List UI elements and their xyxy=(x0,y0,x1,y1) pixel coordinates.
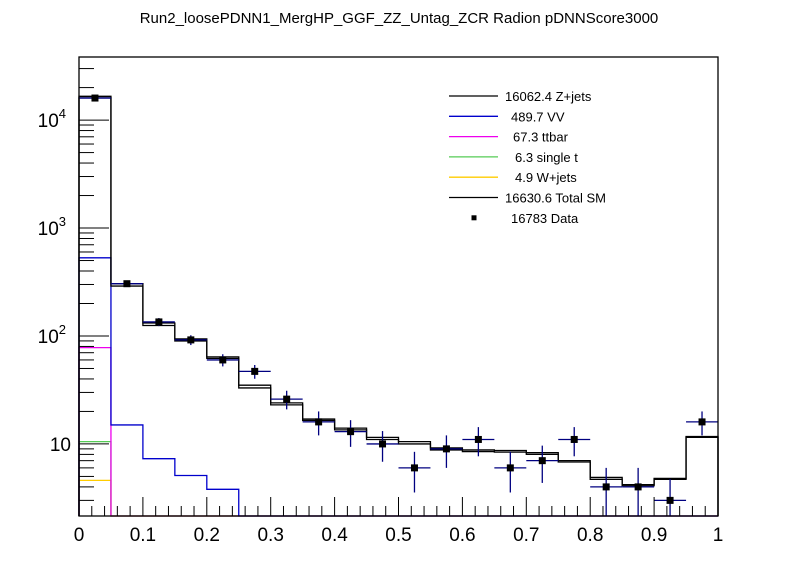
data-point-marker xyxy=(379,440,387,448)
x-tick-label: 0 xyxy=(74,525,85,546)
data-point-marker xyxy=(123,280,131,288)
y-tick-exponent: 3 xyxy=(59,214,66,229)
data-point xyxy=(270,390,303,410)
legend-entry: 489.7 VV xyxy=(449,109,565,124)
series-total-sm xyxy=(78,95,719,516)
data-point-marker xyxy=(442,445,450,453)
data-point-marker xyxy=(666,496,674,504)
data-point-marker xyxy=(283,395,291,403)
y-tick-base: 10 xyxy=(38,327,59,348)
data-point xyxy=(79,94,111,102)
data-point xyxy=(206,354,239,367)
x-tick-label: 0.3 xyxy=(257,525,283,546)
y-tick-label: 102 xyxy=(38,322,66,348)
histogram-series-group xyxy=(78,95,719,517)
legend-label: 6.3 single t xyxy=(515,150,578,165)
data-point-marker xyxy=(698,418,706,426)
legend: 16062.4 Z+jets 489.7 VV 67.3 ttbar 6.3 sing… xyxy=(449,89,606,226)
x-tick-label: 0.2 xyxy=(194,525,220,546)
series-z-jets xyxy=(78,97,719,516)
data-point xyxy=(366,431,399,462)
histogram-step-line xyxy=(78,95,719,516)
data-point-marker xyxy=(219,356,227,364)
x-tick-label: 0.9 xyxy=(641,525,667,546)
data-point xyxy=(302,411,335,436)
data-point-marker xyxy=(91,94,99,102)
series-ttbar xyxy=(78,346,718,517)
x-axis: 0 0.1 0.2 0.3 0.4 0.5 0.6 0.7 0.8 0.9 1 xyxy=(74,497,724,546)
y-tick-exponent: 2 xyxy=(59,322,66,337)
data-point-marker xyxy=(506,464,514,472)
data-point-marker xyxy=(602,483,610,491)
data-point xyxy=(142,318,175,327)
data-point xyxy=(622,467,655,516)
y-tick-base: 10 xyxy=(38,219,59,240)
y-tick-label: 10 xyxy=(50,435,71,456)
histogram-step-line xyxy=(78,346,718,517)
x-tick-label: 0.4 xyxy=(321,525,348,546)
y-tick-label: 103 xyxy=(38,214,66,240)
x-tick-label: 0.6 xyxy=(449,525,475,546)
data-point xyxy=(686,411,718,436)
data-point xyxy=(494,451,527,493)
y-tick-exponent: 4 xyxy=(59,106,66,121)
histogram-step-line xyxy=(78,97,719,516)
data-point-marker xyxy=(155,318,163,326)
data-point xyxy=(558,427,591,457)
legend-label: 16630.6 Total SM xyxy=(505,191,606,206)
data-point xyxy=(430,435,463,468)
legend-label: 489.7 VV xyxy=(511,109,565,124)
x-tick-label: 0.8 xyxy=(577,525,603,546)
y-tick-base: 10 xyxy=(50,435,71,456)
x-tick-label: 0.5 xyxy=(385,525,411,546)
legend-entry: 16630.6 Total SM xyxy=(449,191,606,206)
legend-label: 16783 Data xyxy=(511,211,579,226)
data-point-marker xyxy=(474,435,482,443)
chart-title: Run2_loosePDNN1_MergHP_GGF_ZZ_Untag_ZCR … xyxy=(139,10,659,27)
data-point xyxy=(110,280,143,288)
legend-label: 16062.4 Z+jets xyxy=(505,89,592,104)
y-tick-label: 104 xyxy=(38,106,66,132)
legend-label: 4.9 W+jets xyxy=(515,170,577,185)
data-point-marker xyxy=(570,435,578,443)
legend-marker-square xyxy=(471,215,477,221)
data-point-marker xyxy=(187,336,195,344)
legend-entry: 6.3 single t xyxy=(449,150,578,165)
data-point xyxy=(174,335,207,346)
data-point xyxy=(334,420,367,447)
data-point xyxy=(526,445,559,483)
x-tick-label: 1 xyxy=(713,525,724,546)
data-point xyxy=(654,479,687,516)
x-tick-label: 0.7 xyxy=(513,525,539,546)
y-tick-base: 10 xyxy=(38,111,59,132)
legend-entry: 16062.4 Z+jets xyxy=(449,89,592,104)
data-point xyxy=(238,364,271,379)
data-point xyxy=(590,467,623,516)
x-tick-label: 0.1 xyxy=(130,525,156,546)
data-points-group xyxy=(79,94,718,516)
data-point xyxy=(398,451,431,493)
data-point-marker xyxy=(634,483,642,491)
plot-frame xyxy=(78,56,719,517)
data-point-marker xyxy=(251,367,259,375)
legend-entry: 16783 Data xyxy=(471,211,579,226)
legend-entry: 67.3 ttbar xyxy=(449,130,569,145)
legend-entry: 4.9 W+jets xyxy=(449,170,577,185)
data-point-marker xyxy=(410,464,418,472)
data-point-marker xyxy=(538,457,546,465)
data-point-marker xyxy=(347,428,355,436)
data-point xyxy=(462,427,495,457)
data-point-marker xyxy=(315,418,323,426)
legend-label: 67.3 ttbar xyxy=(513,130,569,145)
